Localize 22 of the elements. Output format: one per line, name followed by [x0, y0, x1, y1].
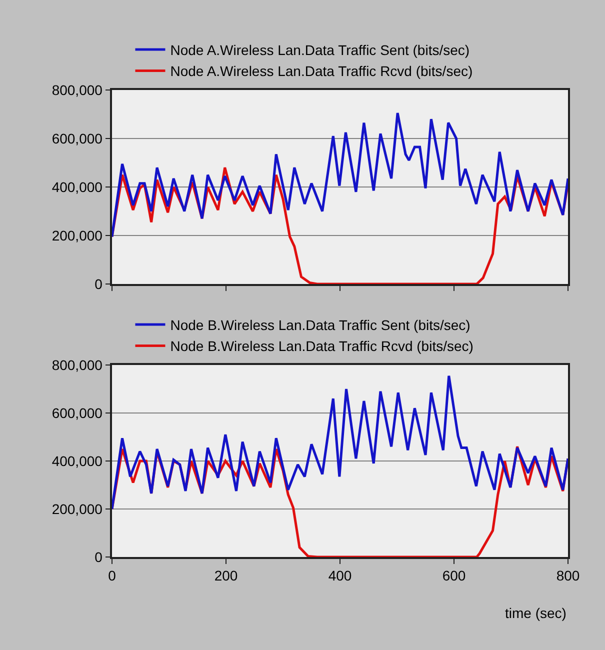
line-series	[112, 112, 568, 238]
legend-label: Node A.Wireless Lan.Data Traffic Sent (bits/sec)	[170, 42, 470, 58]
x-tick-label: 0	[108, 568, 116, 584]
legend-label: Node B.Wireless Lan.Data Traffic Sent (bits/sec)	[170, 317, 470, 334]
y-tick-label: 600,000	[52, 130, 103, 146]
line-series	[112, 374, 568, 510]
x-tick-label: 200	[214, 568, 238, 584]
x-tick-label: 400	[328, 568, 352, 584]
legend-label: Node A.Wireless Lan.Data Traffic Rcvd (bits/sec)	[170, 63, 473, 80]
y-tick-label: 200,000	[52, 227, 103, 244]
x-tick-label: 800	[556, 568, 580, 584]
y-tick-label: 200,000	[52, 500, 103, 517]
y-tick-label: 800,000	[52, 82, 103, 98]
y-tick-label: 800,000	[52, 356, 103, 373]
y-tick-label: 400,000	[52, 178, 103, 195]
x-tick-label: 600	[442, 568, 466, 584]
y-tick-label: 400,000	[52, 452, 103, 469]
y-tick-label: 0	[94, 276, 103, 292]
y-tick-label: 600,000	[52, 404, 103, 421]
y-tick-label: 0	[94, 548, 103, 565]
x-axis-title: time (sec)	[505, 605, 566, 621]
legend-label: Node B.Wireless Lan.Data Traffic Rcvd (bits/sec)	[170, 338, 474, 354]
